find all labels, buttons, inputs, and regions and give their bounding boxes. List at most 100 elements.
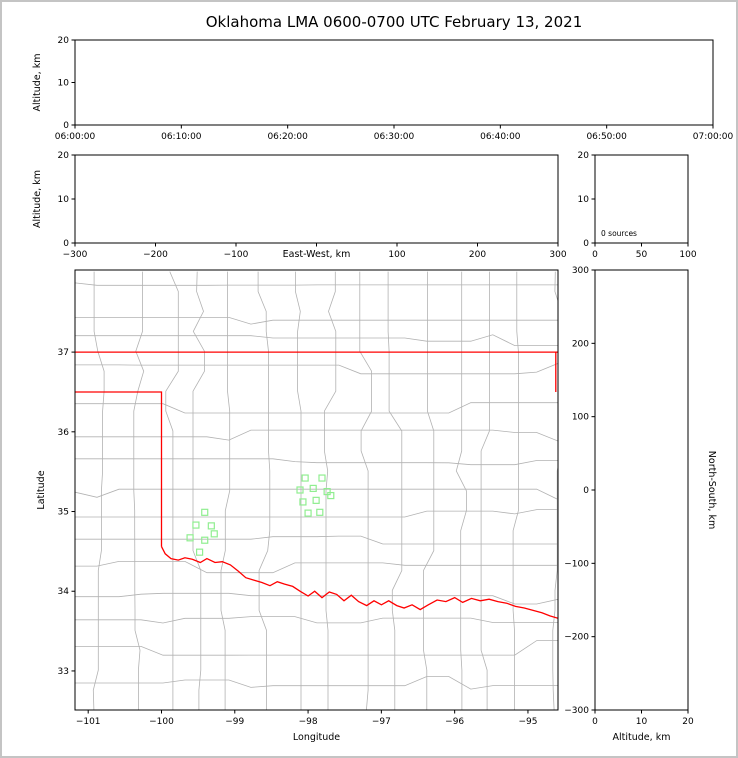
tick-label: 37 (58, 348, 69, 358)
county-line (455, 271, 467, 710)
tick-label: 100 (679, 250, 696, 260)
tick-label: −200 (564, 633, 589, 643)
x-axis-label: East-West, km (283, 249, 351, 260)
lma-station-marker (201, 536, 209, 544)
county-line (92, 271, 105, 710)
lma-station-marker (201, 508, 209, 516)
lma-station-marker (318, 474, 326, 482)
tick-label: −100 (149, 717, 174, 727)
county-line (512, 271, 519, 710)
county-line (220, 271, 231, 710)
tick-label: 34 (58, 587, 70, 597)
tick-label: 10 (636, 717, 648, 727)
x-axis-label: Altitude, km (613, 732, 671, 743)
state-border-segment (160, 546, 558, 619)
source-count-annotation: 0 sources (601, 229, 637, 238)
tick-label: 10 (58, 195, 70, 205)
tick-label: 300 (549, 250, 566, 260)
county-line (359, 271, 373, 710)
county-line (257, 271, 271, 710)
county-line (75, 535, 558, 545)
time-height-frame (74, 39, 714, 126)
county-line (480, 271, 490, 710)
tick-label: 0 (583, 486, 589, 496)
county-line (75, 592, 558, 605)
tick-label: −300 (63, 250, 88, 260)
lma-station-marker (301, 474, 309, 482)
lma-station-marker (186, 534, 194, 542)
county-line (423, 271, 435, 710)
tick-label: 36 (58, 428, 70, 438)
county-line (75, 561, 558, 574)
tick-label: 06:30:00 (374, 132, 415, 142)
tick-label: −95 (518, 717, 537, 727)
tick-label: 06:10:00 (161, 132, 202, 142)
county-line (75, 316, 558, 325)
county-line (294, 271, 302, 710)
county-line (75, 509, 558, 518)
tick-label: 0 (592, 250, 598, 260)
eastwest-height-frame (74, 154, 559, 244)
source-count-frame (594, 154, 689, 244)
county-line (323, 271, 337, 710)
tick-label: 0 (63, 239, 69, 249)
lma-station-marker (195, 548, 204, 556)
lma-station-marker (192, 521, 200, 529)
tick-label: 200 (469, 250, 486, 260)
tick-label: 20 (58, 151, 70, 161)
y-axis-label: North-South, km (706, 451, 717, 529)
tick-label: 100 (572, 413, 589, 423)
tick-label: 200 (572, 339, 589, 349)
tick-label: 10 (578, 195, 590, 205)
tick-label: 100 (388, 250, 405, 260)
lma-station-marker (323, 487, 331, 496)
tick-label: −200 (143, 250, 168, 260)
tick-label: −300 (564, 706, 589, 716)
y-axis-label: Altitude, km (32, 170, 43, 228)
y-axis-label: Latitude (36, 470, 47, 509)
county-line (75, 334, 558, 347)
county-boundaries (75, 271, 558, 710)
county-line (192, 271, 205, 710)
lma-station-marker (327, 491, 335, 500)
lma-station-marker (210, 530, 218, 538)
county-line (133, 271, 145, 710)
tick-label: 0 (583, 239, 589, 249)
county-line (165, 271, 179, 710)
county-line (75, 458, 558, 466)
county-line (552, 271, 558, 710)
county-line (75, 429, 558, 442)
tick-label: 07:00:00 (693, 132, 734, 142)
lma-station-marker (296, 486, 304, 494)
tick-label: 06:20:00 (267, 132, 308, 142)
tick-label: 10 (58, 79, 70, 89)
county-line (75, 363, 558, 375)
county-line (75, 640, 558, 656)
lma-station-marker (299, 498, 307, 506)
tick-label: 0 (592, 717, 598, 727)
tick-label: 35 (58, 508, 69, 518)
county-line (75, 402, 558, 414)
tick-label: 20 (58, 36, 70, 46)
y-axis-label: Altitude, km (32, 54, 43, 112)
x-axis-label: Longitude (293, 732, 340, 743)
lma-station-marker (312, 496, 320, 504)
tick-label: −98 (299, 717, 318, 727)
tick-label: 300 (572, 266, 589, 276)
state-border (75, 351, 558, 619)
tick-label: 20 (578, 151, 590, 161)
northsouth-height-frame (594, 269, 689, 711)
tick-label: −100 (564, 559, 589, 569)
tick-label: 06:00:00 (55, 132, 96, 142)
lma-station-marker (309, 484, 317, 493)
lma-stations (186, 474, 335, 556)
lma-station-marker (304, 509, 312, 517)
tick-label: 50 (636, 250, 648, 260)
lma-station-marker (207, 522, 215, 530)
county-line (75, 488, 558, 500)
tick-label: −96 (445, 717, 464, 727)
state-border-segment (75, 391, 163, 547)
county-line (75, 282, 558, 286)
